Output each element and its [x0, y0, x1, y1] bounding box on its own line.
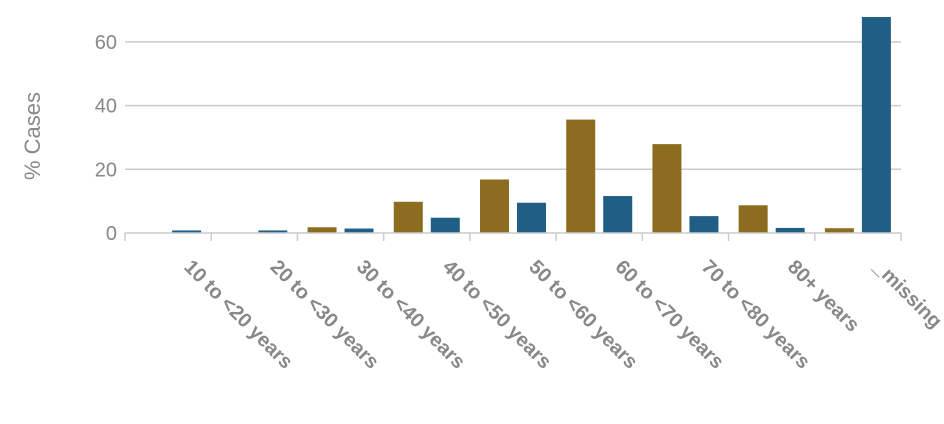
- bar: [689, 216, 719, 233]
- bar: [603, 196, 633, 233]
- y-tick-label: 60: [95, 32, 117, 54]
- bar: [480, 179, 509, 233]
- bar: [172, 230, 202, 233]
- bar: [344, 228, 374, 233]
- bar: [824, 228, 854, 233]
- bar: [775, 227, 805, 233]
- y-tick-label: 20: [95, 159, 117, 181]
- bar: [566, 119, 596, 233]
- y-tick-label: 0: [106, 223, 117, 245]
- bar: [652, 144, 682, 233]
- bar: [430, 217, 460, 233]
- bar: [738, 205, 768, 233]
- bar: [861, 17, 891, 233]
- x-tick-label: _missing: [869, 255, 944, 333]
- y-axis-title: % Cases: [20, 92, 45, 180]
- bar: [517, 202, 546, 233]
- grid-lines: [125, 41, 901, 171]
- x-tick-label: 80+ years: [783, 256, 863, 336]
- y-tick-label: 40: [95, 96, 117, 118]
- bar: [393, 201, 423, 233]
- y-tick-labels: 0 20 40 60: [95, 32, 117, 245]
- x-axis: [124, 232, 902, 241]
- bar: [307, 227, 337, 233]
- bars: [172, 17, 891, 233]
- bar: [258, 230, 288, 233]
